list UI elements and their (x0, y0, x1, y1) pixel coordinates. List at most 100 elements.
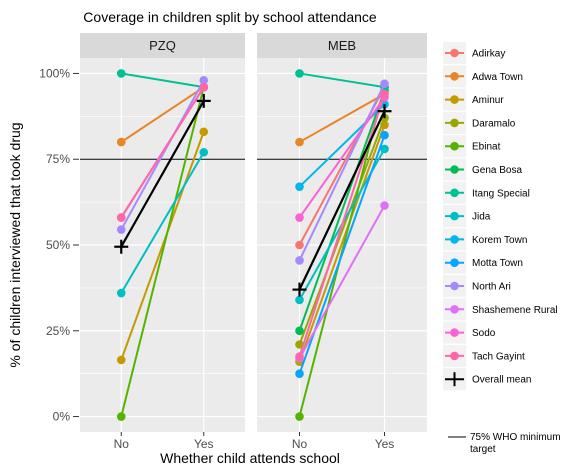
data-point (116, 225, 126, 234)
series-line (120, 79, 205, 231)
data-point (116, 137, 126, 147)
reference-legend-label-line2: target (470, 444, 496, 455)
legend-label: Adirkay (472, 49, 505, 60)
legend-key-point (450, 258, 459, 268)
legend-key-point (450, 188, 459, 198)
data-point (116, 355, 126, 365)
x-tick-label: Yes (375, 437, 395, 451)
data-point (295, 69, 304, 78)
legend-item: North Ari (443, 275, 511, 297)
legend-label: North Ari (472, 282, 511, 293)
series-tach-gayint (295, 89, 389, 361)
facet-strip-label: MEB (328, 38, 356, 53)
legend-item: Adirkay (443, 42, 505, 64)
mean-line (120, 100, 205, 248)
legend-key-point (450, 235, 459, 244)
facet-strip-label: PZQ (149, 38, 176, 53)
y-tick-label: 0% (53, 410, 71, 424)
legend-label: Sodo (472, 328, 496, 339)
data-point (199, 148, 209, 157)
legend-key-point (450, 281, 459, 291)
legend-item: Itang Special (443, 181, 530, 204)
series-line (120, 86, 205, 143)
legend-item: Ebinat (443, 135, 501, 158)
legend-label: Korem Town (472, 235, 527, 246)
y-tick-label: 100% (39, 66, 70, 80)
legend-item: Gena Bosa (443, 158, 522, 181)
legend-key-point (450, 95, 459, 104)
data-point (380, 144, 389, 154)
legend-key-point (450, 118, 459, 128)
y-tick-label: 75% (46, 152, 70, 166)
series-line (120, 151, 205, 294)
series-line (298, 93, 386, 357)
data-point (295, 256, 304, 265)
legend-label: Shashemene Rural (472, 305, 558, 316)
series-line (298, 90, 386, 332)
data-point (380, 89, 389, 99)
legend-item-mean: Overall mean (443, 368, 531, 391)
legend-key-point (450, 211, 459, 221)
legend: Adirkay Adwa Town Aminur Daramalo Ebinat Gena… (443, 42, 558, 391)
series-line (298, 117, 386, 345)
legend-item: Daramalo (443, 111, 516, 134)
data-point (295, 352, 304, 361)
legend-label: Jida (472, 212, 491, 223)
data-point (295, 412, 304, 421)
y-tick-label: 50% (46, 238, 70, 252)
mean-point (114, 239, 129, 254)
legend-label: Motta Town (472, 258, 523, 269)
legend-key-point (450, 351, 459, 361)
data-point (116, 69, 126, 78)
series-aminur (116, 127, 209, 365)
data-point (380, 130, 389, 140)
data-point (295, 369, 304, 378)
legend-label: Itang Special (472, 188, 530, 199)
legend-label: Adwa Town (472, 72, 523, 83)
legend-item: Adwa Town (443, 65, 523, 88)
legend-key-point (450, 305, 459, 314)
panel-pzq: PZQ No Yes (80, 33, 245, 451)
x-axis-label: Whether child attends school (160, 450, 340, 466)
reference-legend-label: 75% WHO minimum (470, 432, 561, 443)
mean-point (196, 93, 211, 108)
y-tick-label: 25% (46, 324, 70, 338)
data-point (116, 412, 126, 421)
series-line (298, 124, 386, 362)
series-line (120, 86, 205, 219)
data-point (295, 182, 304, 191)
data-point (380, 201, 389, 210)
legend-label: Overall mean (472, 375, 531, 386)
mean-point (377, 104, 392, 119)
legend-label: Daramalo (472, 118, 516, 129)
mean-series (114, 93, 211, 254)
data-point (295, 326, 304, 336)
data-point (116, 288, 126, 298)
series-line (298, 205, 386, 359)
legend-label: Ebinat (472, 142, 501, 153)
series-line (299, 93, 385, 143)
mean-line (298, 110, 386, 291)
y-axis-ticks: 0% 25% 50% 75% 100% (39, 66, 79, 424)
x-tick-label: No (114, 437, 130, 451)
legend-label: Aminur (472, 95, 504, 106)
data-point (199, 82, 209, 92)
mean-series (292, 104, 392, 297)
data-point (116, 213, 126, 222)
legend-item: Shashemene Rural (443, 298, 558, 321)
legend-item: Motta Town (443, 251, 523, 274)
facet-strip (257, 33, 427, 58)
data-point (295, 213, 304, 222)
legend-label: Tach Gayint (472, 351, 525, 362)
legend-key-point (450, 141, 459, 151)
legend-item: Jida (443, 205, 491, 228)
series-line (120, 86, 205, 417)
series-line (121, 72, 204, 89)
chart-title: Coverage in children split by school att… (83, 9, 377, 25)
facet-panels: PZQ No Yes MEB No Yes (80, 33, 427, 451)
legend-key-point (450, 165, 459, 174)
x-tick-label: Yes (194, 437, 214, 451)
data-point (295, 295, 304, 305)
series-line (120, 131, 205, 361)
